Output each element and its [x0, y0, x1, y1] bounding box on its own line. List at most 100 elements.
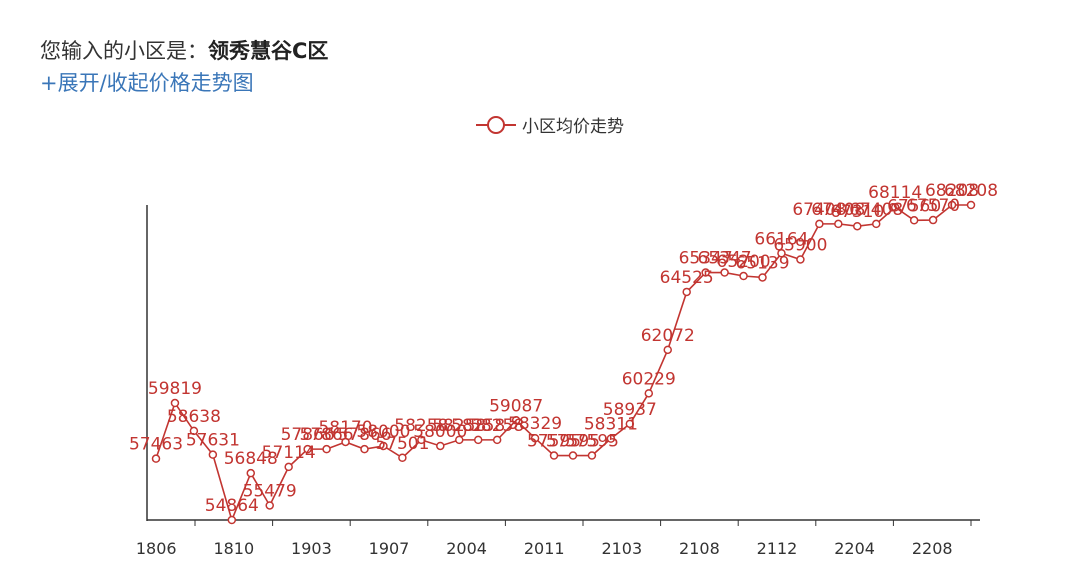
data-label: 58000	[413, 422, 467, 442]
data-point	[890, 202, 900, 212]
data-label: 58258	[451, 416, 505, 436]
data-label: 55479	[243, 481, 297, 501]
data-point	[436, 441, 445, 451]
data-point	[360, 444, 369, 454]
data-point	[682, 287, 691, 297]
data-label: 57595	[565, 432, 619, 452]
data-label: 57866	[300, 425, 354, 445]
data-point	[720, 268, 729, 277]
data-point	[151, 454, 161, 463]
x-tick-label: 1907	[369, 539, 410, 558]
data-label: 58638	[167, 407, 221, 427]
data-label: 58000	[356, 422, 410, 442]
data-label: 67560	[887, 196, 941, 216]
data-label: 66164	[754, 229, 808, 249]
data-point	[473, 435, 483, 445]
data-point	[663, 345, 672, 355]
data-point	[322, 444, 331, 454]
data-label: 57595	[546, 432, 600, 452]
data-label: 57595	[527, 432, 581, 452]
data-label: 68208	[944, 181, 998, 201]
data-label: 60229	[622, 369, 676, 389]
x-tick-label: 2208	[912, 539, 953, 558]
data-point	[417, 435, 426, 445]
legend-label: 小区均价走势	[522, 117, 624, 137]
data-point	[265, 501, 274, 510]
x-tick-label: 2112	[757, 539, 798, 558]
x-tick-label: 2004	[446, 539, 487, 558]
data-label: 57866	[337, 425, 391, 445]
data-point	[455, 435, 464, 445]
data-label: 65139	[735, 253, 789, 273]
series-polyline	[155, 204, 971, 523]
data-label: 54864	[205, 496, 259, 516]
prompt-label: 您输入的小区是：	[40, 39, 208, 63]
data-label: 57114	[262, 443, 316, 463]
data-point	[928, 215, 938, 225]
data-point	[834, 219, 843, 229]
data-point	[796, 255, 805, 264]
x-tick-label: 1806	[136, 539, 177, 558]
data-point	[815, 219, 824, 229]
x-tick-label: 2103	[601, 539, 642, 558]
series-line	[155, 204, 971, 523]
data-point	[909, 216, 919, 225]
data-point	[530, 433, 540, 443]
data-label: 57463	[129, 435, 183, 455]
data-label: 68114	[868, 183, 922, 203]
x-tick-label: 2011	[524, 539, 565, 558]
data-label: 65200	[717, 252, 771, 272]
data-label: 58258	[470, 416, 524, 436]
data-label: 67310	[830, 202, 884, 222]
axes: 1806 1810 1903 1907 2004 2011 2103 2108 2112 2204…	[136, 205, 980, 558]
data-point	[871, 219, 881, 229]
community-line: 您输入的小区是：领秀慧谷C区	[40, 36, 328, 66]
data-label: 58170	[318, 418, 372, 438]
data-label: 64525	[660, 268, 714, 288]
legend-line-circle-icon	[476, 115, 516, 134]
data-label: 67408	[792, 200, 846, 220]
data-point	[758, 273, 767, 282]
chart-legend[interactable]: 小区均价走势	[476, 112, 624, 137]
data-point	[966, 200, 976, 210]
data-label: 59087	[489, 396, 543, 416]
data-point	[777, 249, 786, 258]
x-tick-label: 2204	[834, 539, 875, 558]
data-point	[303, 444, 312, 454]
data-label: 68208	[925, 181, 979, 201]
data-point	[701, 268, 710, 277]
data-point	[284, 462, 293, 472]
data-label: 58311	[584, 415, 638, 435]
data-label: 67570	[906, 196, 960, 216]
data-point	[208, 450, 218, 459]
x-tick-label: 1810	[213, 539, 254, 558]
data-label: 65347	[679, 249, 733, 269]
data-labels: 57463 59819 58638 57631 54864 56848 55479 57114…	[129, 181, 998, 516]
data-label: 57631	[186, 431, 240, 451]
data-point	[511, 416, 521, 425]
data-label: 57866	[281, 425, 335, 445]
data-point	[549, 451, 559, 460]
data-point	[568, 451, 578, 460]
data-label: 59819	[148, 379, 202, 399]
data-point	[189, 426, 199, 436]
data-point	[170, 398, 180, 408]
data-label: 58258	[394, 416, 448, 436]
x-tick-label: 1903	[291, 539, 332, 558]
data-point	[227, 515, 237, 525]
data-label: 57501	[375, 434, 429, 454]
data-label: 58937	[603, 400, 657, 420]
data-label: 58329	[508, 414, 562, 434]
data-point	[398, 453, 407, 463]
community-name: 领秀慧谷C区	[208, 39, 329, 63]
data-label: 62072	[641, 326, 695, 346]
data-label: 67408	[811, 200, 865, 220]
data-point	[341, 437, 350, 447]
data-point	[492, 435, 502, 445]
toggle-chart-link[interactable]: +展开/收起价格走势图	[40, 71, 254, 95]
data-label: 56848	[224, 449, 278, 469]
data-label: 58258	[432, 416, 486, 436]
data-point	[625, 419, 635, 429]
data-label: 67408	[849, 200, 903, 220]
